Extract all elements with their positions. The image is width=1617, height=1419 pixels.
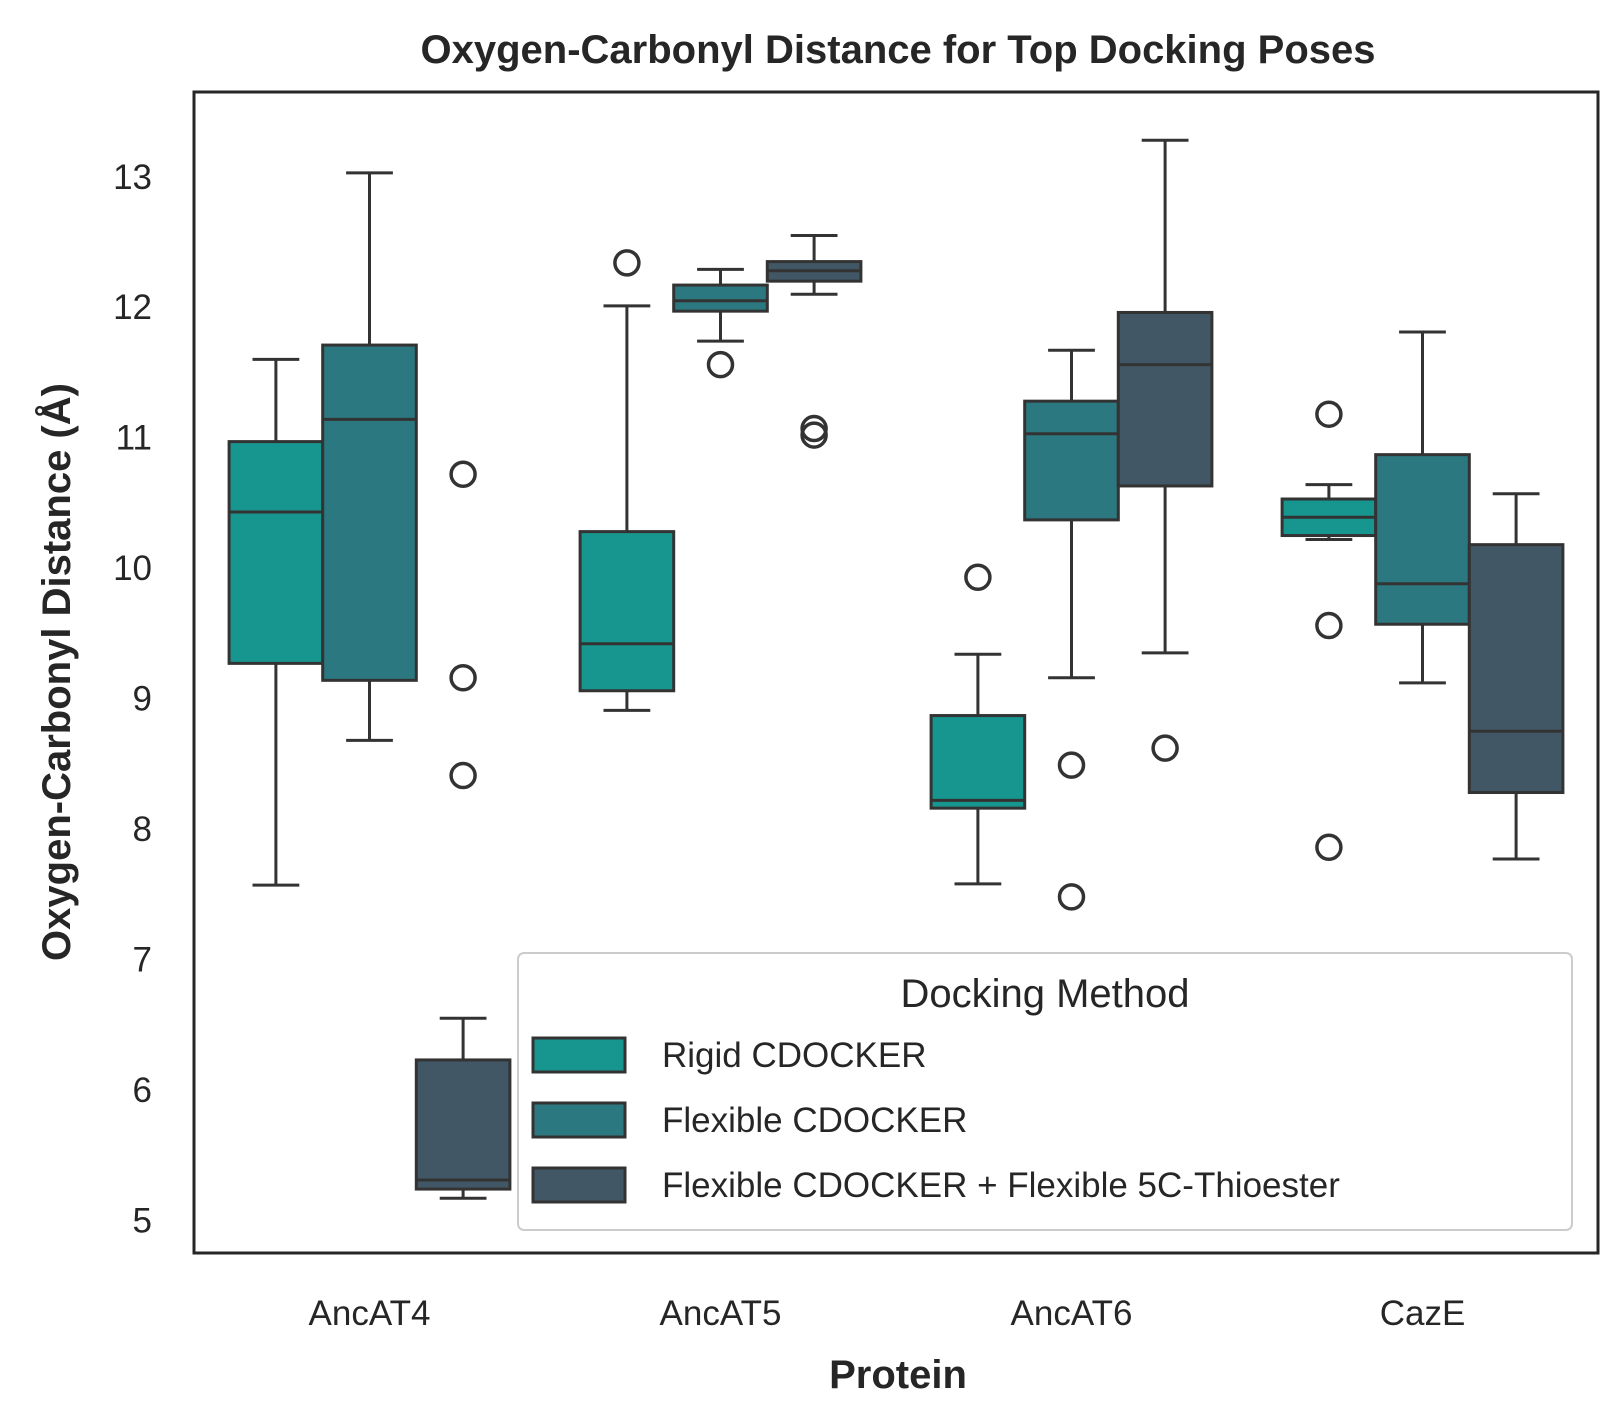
y-tick-label: 8	[133, 810, 152, 849]
box-group	[1374, 330, 1471, 685]
outlier-point	[800, 421, 828, 449]
legend-swatch	[531, 1166, 627, 1204]
x-tick-label: AncAT4	[309, 1294, 431, 1333]
box-group	[929, 563, 1027, 886]
legend-label: Flexible CDOCKER + Flexible 5C-Thioester	[662, 1166, 1340, 1205]
legend-item: Flexible CDOCKER	[531, 1101, 967, 1140]
chart-title: Oxygen-Carbonyl Distance for Top Docking…	[421, 28, 1376, 72]
outlier-point	[1057, 883, 1086, 911]
box-group	[765, 233, 863, 449]
y-axis-label: Oxygen-Carbonyl Distance (Å)	[34, 383, 79, 961]
legend-item: Rigid CDOCKER	[531, 1036, 927, 1075]
box	[929, 714, 1027, 810]
box	[1023, 399, 1120, 522]
legend-label: Flexible CDOCKER	[662, 1101, 967, 1140]
legend-swatch	[531, 1036, 627, 1074]
outlier-point	[449, 761, 477, 790]
outlier-point	[964, 563, 992, 592]
box-group	[1467, 492, 1565, 861]
box-group	[578, 249, 676, 712]
series-group	[414, 138, 1565, 1200]
y-tick-label: 5	[133, 1201, 152, 1240]
outlier-point	[1057, 751, 1086, 779]
y-tick-label: 9	[133, 680, 152, 719]
legend-item: Flexible CDOCKER + Flexible 5C-Thioester	[531, 1166, 1340, 1205]
outlier-point	[1315, 400, 1343, 428]
box-group	[672, 267, 769, 379]
y-tick-label: 11	[116, 419, 152, 458]
outlier-point	[449, 460, 477, 488]
legend-label: Rigid CDOCKER	[662, 1036, 927, 1075]
legend-swatch	[531, 1101, 627, 1139]
box-group	[227, 357, 325, 887]
plot-frame	[192, 90, 1600, 1255]
box-group	[321, 171, 418, 742]
box-group	[414, 460, 512, 1200]
y-tick-label: 6	[133, 1071, 152, 1110]
y-axis-ticks: 5 6 7 8 9 10 11 12 13	[113, 158, 152, 1241]
box	[227, 440, 325, 665]
outlier-point	[1315, 611, 1343, 640]
box-group	[1116, 138, 1214, 762]
x-tick-label: AncAT5	[660, 1294, 782, 1333]
series-group	[227, 249, 1378, 887]
legend-title: Docking Method	[900, 972, 1189, 1016]
outlier-point	[1315, 833, 1343, 862]
x-tick-label: AncAT6	[1011, 1294, 1133, 1333]
legend-items: Rigid CDOCKER Flexible CDOCKER Flexible CD…	[531, 1036, 1340, 1205]
y-tick-label: 7	[133, 940, 152, 979]
y-tick-label: 12	[113, 288, 152, 327]
outlier-point	[613, 249, 641, 277]
outlier-point	[1151, 734, 1179, 762]
y-tick-label: 10	[113, 549, 152, 588]
x-tick-label: CazE	[1380, 1294, 1466, 1333]
box	[321, 343, 418, 682]
outlier-point	[449, 663, 477, 692]
box	[578, 530, 676, 693]
legend: Docking Method Rigid CDOCKER Flexible CDO…	[517, 952, 1573, 1231]
box	[672, 283, 769, 313]
x-axis-ticks: AncAT4 AncAT5 AncAT6 CazE	[309, 1294, 1466, 1333]
y-tick-label: 13	[113, 158, 152, 197]
box	[1374, 453, 1471, 626]
box	[1467, 543, 1565, 795]
box	[1116, 310, 1214, 488]
outlier-point	[706, 350, 735, 379]
x-axis-label: Protein	[829, 1353, 967, 1397]
data-layer	[227, 138, 1565, 1200]
box	[414, 1058, 512, 1191]
legend-frame	[517, 952, 1573, 1231]
